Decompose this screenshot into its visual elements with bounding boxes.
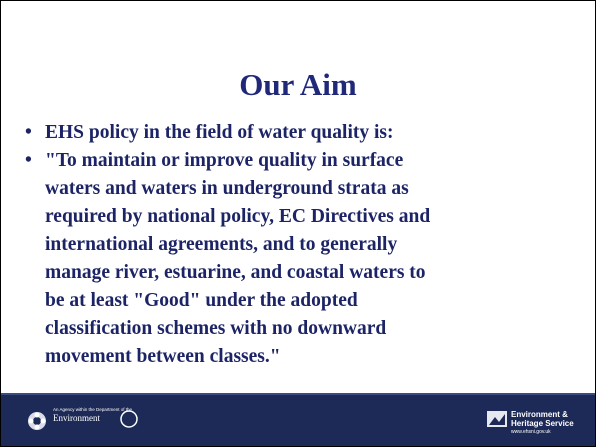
bullet-list: EHS policy in the field of water quality… (25, 119, 585, 371)
flower-logo (28, 412, 46, 430)
bullet-line: EHS policy in the field of water quality… (45, 122, 394, 143)
slide-title: Our Aim (239, 67, 357, 102)
bullet-line: classification schemes with no downward (45, 318, 387, 339)
bullet-line: be at least "Good" under the adopted (45, 290, 358, 311)
circle-logo (120, 410, 138, 428)
bullet: "To maintain or improve quality in surfa… (25, 147, 585, 371)
bullet-line: waters and waters in underground strata … (45, 178, 409, 199)
bullet-line: movement between classes." (45, 346, 281, 367)
ehs-name-2: Heritage Service (511, 419, 574, 428)
bullet: EHS policy in the field of water quality… (25, 119, 585, 147)
ehs-logo-mark (489, 414, 505, 425)
footer: An Agency within the Department of the E… (1, 393, 595, 446)
bullet-line: international agreements, and to general… (45, 234, 398, 255)
bullet-line: manage river, estuarine, and coastal wat… (45, 262, 426, 283)
ehs-name-1: Environment & (511, 410, 568, 419)
footer-logos (28, 410, 507, 430)
bullet-line: "To maintain or improve quality in surfa… (45, 150, 404, 171)
department-name: Environment (53, 413, 100, 423)
bullet-line: required by national policy, EC Directiv… (45, 206, 431, 227)
agency-text: An Agency within the Department of the (53, 407, 133, 412)
ehs-url: www.ehsni.gov.uk (511, 429, 551, 435)
